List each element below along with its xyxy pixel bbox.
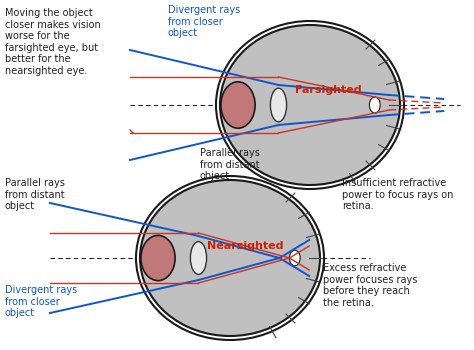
Text: Excess refractive
power focuses rays
before they reach
the retina.: Excess refractive power focuses rays bef… bbox=[323, 263, 418, 308]
Ellipse shape bbox=[369, 97, 380, 113]
Ellipse shape bbox=[136, 176, 324, 340]
Ellipse shape bbox=[141, 236, 175, 281]
Text: Divergent rays
from closer
object: Divergent rays from closer object bbox=[5, 285, 77, 318]
Text: Parallel rays
from distant
object: Parallel rays from distant object bbox=[200, 148, 260, 181]
Text: Insufficient refractive
power to focus rays on
retina.: Insufficient refractive power to focus r… bbox=[342, 178, 453, 211]
Ellipse shape bbox=[216, 21, 404, 189]
Ellipse shape bbox=[221, 82, 255, 128]
Text: Farsighted: Farsighted bbox=[295, 85, 361, 95]
Ellipse shape bbox=[220, 25, 400, 185]
Text: Divergent rays
from closer
object: Divergent rays from closer object bbox=[168, 5, 240, 38]
Ellipse shape bbox=[290, 250, 300, 266]
Text: Parallel rays
from distant
object: Parallel rays from distant object bbox=[5, 178, 65, 211]
Text: Nearsighted: Nearsighted bbox=[207, 241, 283, 251]
Text: Moving the object
closer makes vision
worse for the
farsighted eye, but
better f: Moving the object closer makes vision wo… bbox=[5, 8, 101, 76]
Ellipse shape bbox=[191, 241, 207, 274]
Ellipse shape bbox=[270, 88, 287, 122]
Ellipse shape bbox=[140, 180, 320, 336]
